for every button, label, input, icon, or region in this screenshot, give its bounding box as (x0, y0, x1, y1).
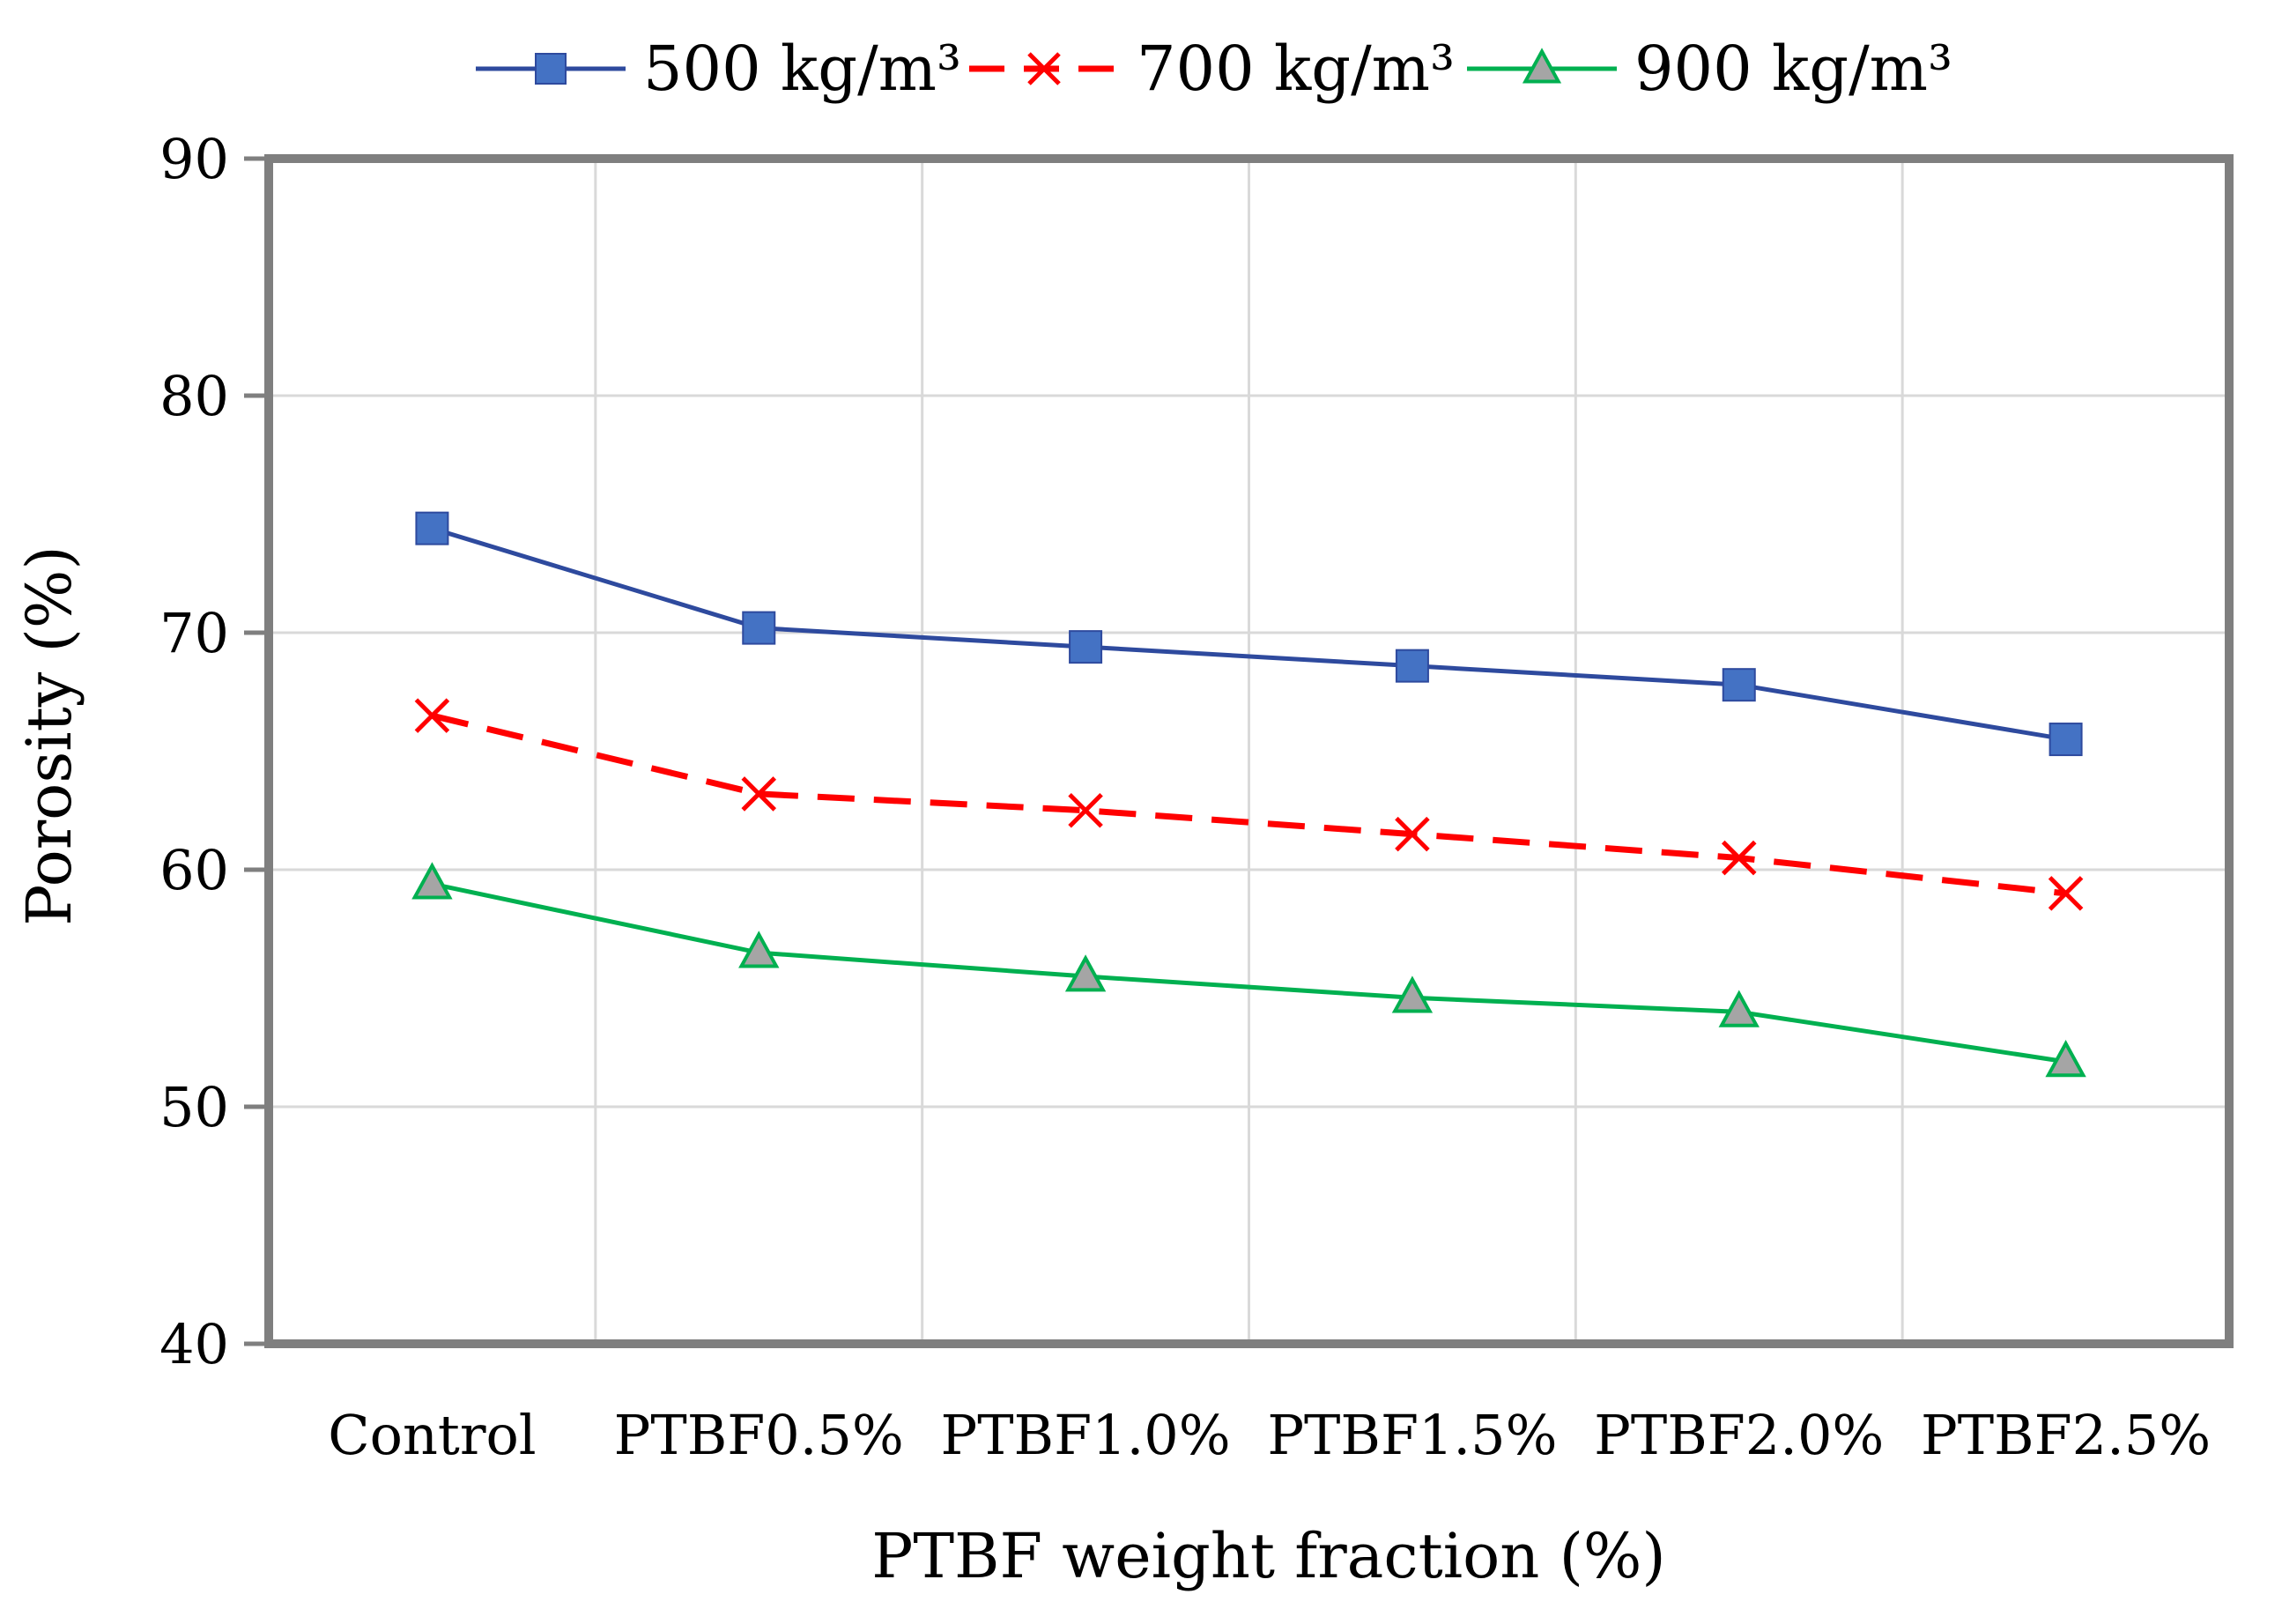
data-point-triangle (1718, 990, 1760, 1027)
y-tick-label: 50 (159, 1075, 229, 1139)
data-point-triangle (738, 931, 780, 968)
gridlines (269, 159, 2229, 1344)
y-tick-label: 40 (159, 1312, 229, 1376)
data-point-square (1069, 630, 1103, 664)
data-point-x (1068, 792, 1103, 828)
legend-label: 900 kg/m³ (1634, 33, 1952, 105)
y-tick-label: 80 (159, 364, 229, 428)
y-tick-label: 60 (159, 838, 229, 902)
x-tick-label: PTBF1.0% (940, 1403, 1230, 1467)
data-point-square (415, 511, 449, 545)
data-point-square (2049, 723, 2083, 757)
legend-label: 500 kg/m³ (643, 33, 961, 105)
data-point-triangle (411, 862, 453, 900)
data-point-x (414, 698, 450, 733)
legend-item-2: 900 kg/m³ (1467, 33, 1952, 105)
series-1 (414, 698, 2084, 911)
series-0 (415, 511, 2083, 757)
data-point-x (1395, 816, 1430, 852)
data-point-x (1027, 52, 1061, 85)
data-point-square (1395, 649, 1429, 683)
y-tick-label: 70 (159, 601, 229, 665)
data-series (411, 511, 2086, 1078)
series-2 (411, 862, 2086, 1078)
data-point-triangle (2045, 1040, 2086, 1078)
data-point-triangle (1391, 975, 1434, 1013)
data-point-square (742, 611, 776, 645)
x-tick-label: Control (328, 1403, 536, 1467)
data-point-x (1721, 840, 1757, 876)
data-point-square (535, 53, 567, 85)
y-axis-title: Porosity (%) (13, 545, 85, 925)
series-line (431, 526, 2066, 742)
x-tick-label: PTBF0.5% (614, 1403, 904, 1467)
plot-area-border (264, 154, 2234, 1348)
data-point-triangle (1522, 48, 1562, 84)
x-tick-label: PTBF2.5% (1921, 1403, 2211, 1467)
legend-item-1: 700 kg/m³ (969, 33, 1455, 105)
legend-item-0: 500 kg/m³ (476, 33, 961, 105)
x-tick-label: PTBF1.5% (1267, 1403, 1557, 1467)
data-point-x (741, 776, 777, 812)
x-axis: Control PTBF0.5% PTBF1.0% PTBF1.5% PTBF2.0% P… (328, 1403, 2211, 1467)
legend: 500 kg/m³ 700 kg/m³ 900 kg/m³ (476, 33, 1952, 105)
x-tick-label: PTBF2.0% (1594, 1403, 1884, 1467)
data-point-x (2048, 876, 2084, 911)
data-point-triangle (1064, 954, 1107, 992)
y-axis: 40 50 60 70 80 90 (159, 127, 269, 1376)
series-line (431, 881, 2066, 1064)
x-axis-title: PTBF weight fraction (%) (871, 1520, 1666, 1592)
y-tick-label: 90 (159, 127, 229, 191)
data-point-square (1722, 668, 1756, 702)
legend-label: 700 kg/m³ (1137, 33, 1455, 105)
series-line (431, 712, 2066, 897)
